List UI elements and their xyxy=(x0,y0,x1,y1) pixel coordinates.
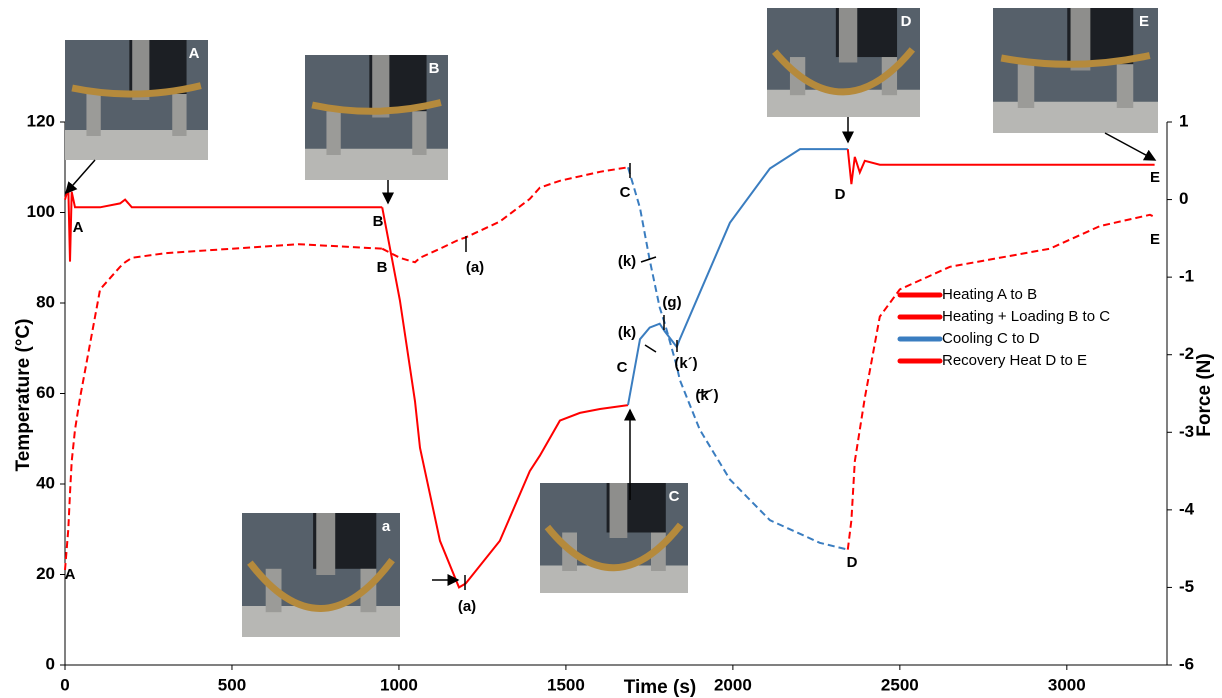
x-tick-label: 0 xyxy=(60,675,69,694)
inset-label: B xyxy=(429,60,440,77)
annotation: D xyxy=(847,554,858,571)
photo-plunger xyxy=(132,40,150,100)
temperature-line xyxy=(846,213,1156,550)
annotation: (k) xyxy=(618,324,636,341)
photo-plunger xyxy=(609,483,628,538)
photo-inset: D xyxy=(767,8,920,117)
y-tick-label: 40 xyxy=(36,473,55,492)
photo-specimen xyxy=(247,558,395,612)
photo-inset: B xyxy=(305,55,448,180)
y2-tick-label: 0 xyxy=(1179,189,1188,208)
photo-specimen xyxy=(311,99,442,115)
annotation: (k´) xyxy=(674,355,697,372)
force-line xyxy=(381,207,629,589)
legend-label: Heating + Loading B to C xyxy=(942,308,1110,325)
y2-axis-title: Force (N) xyxy=(1194,353,1215,436)
y-tick-label: 0 xyxy=(46,654,55,673)
photo-support xyxy=(1017,64,1035,108)
annotation: E xyxy=(1150,169,1160,186)
annotation: (k´) xyxy=(695,387,718,404)
inset-label: C xyxy=(669,488,680,505)
curve-mark xyxy=(644,344,657,353)
annotation: B xyxy=(377,259,388,276)
annotation: B xyxy=(373,213,384,230)
annotation: E xyxy=(1150,231,1160,248)
legend-label: Heating A to B xyxy=(942,286,1037,303)
photo-support xyxy=(1116,64,1134,108)
x-tick-label: 3000 xyxy=(1048,675,1086,694)
y-tick-label: 100 xyxy=(27,202,55,221)
annotation: C xyxy=(620,184,631,201)
photo-plunger xyxy=(316,513,336,575)
photo-specimen xyxy=(544,522,684,572)
photo-plunger xyxy=(372,55,390,118)
annotation: (k) xyxy=(618,253,636,270)
force-line xyxy=(846,148,1155,185)
pointer-arrow xyxy=(1104,132,1157,161)
x-tick-label: 500 xyxy=(218,675,246,694)
y-tick-label: 80 xyxy=(36,292,55,311)
y2-tick-label: -3 xyxy=(1179,422,1194,441)
photo-support xyxy=(412,111,427,155)
photo-specimen xyxy=(771,47,916,96)
photo-support xyxy=(326,111,341,155)
y2-tick-label: -6 xyxy=(1179,654,1194,673)
x-tick-label: 1500 xyxy=(547,675,585,694)
pointer-arrow xyxy=(65,159,96,195)
photo-support xyxy=(172,94,187,136)
annotation: A xyxy=(65,566,76,583)
photo-specimen xyxy=(1000,52,1151,68)
annotation: D xyxy=(835,186,846,203)
y2-tick-label: -1 xyxy=(1179,267,1194,286)
y-axis-title: Temperature (°C) xyxy=(13,319,34,472)
y2-tick-label: -5 xyxy=(1179,577,1194,596)
curve-mark xyxy=(696,390,711,394)
y2-tick-label: 1 xyxy=(1179,111,1188,130)
y-tick-label: 60 xyxy=(36,383,55,402)
annotation: (a) xyxy=(466,259,484,276)
photo-plunger xyxy=(838,8,858,63)
force-line xyxy=(627,148,848,406)
photo-inset: C xyxy=(540,483,688,593)
photo-inset: E xyxy=(993,8,1158,133)
photo-specimen xyxy=(71,82,202,98)
photo-inset: A xyxy=(65,40,208,160)
temperature-line xyxy=(627,167,849,551)
photo-support xyxy=(86,94,101,136)
y2-tick-label: -4 xyxy=(1179,499,1195,518)
annotation: (a) xyxy=(458,598,476,615)
legend-label: Cooling C to D xyxy=(942,330,1040,347)
temperature-line xyxy=(64,243,383,571)
annotation: C xyxy=(617,359,628,376)
temperature-line xyxy=(381,166,629,264)
force-line xyxy=(64,187,383,262)
x-tick-label: 1000 xyxy=(380,675,418,694)
inset-label: D xyxy=(901,13,912,30)
y-tick-label: 20 xyxy=(36,564,55,583)
inset-label: A xyxy=(189,45,200,62)
curve-mark xyxy=(640,256,657,263)
annotation: A xyxy=(73,219,84,236)
photo-plunger xyxy=(1070,8,1091,71)
inset-label: E xyxy=(1139,13,1149,30)
x-axis-title: Time (s) xyxy=(624,677,697,698)
y-tick-label: 120 xyxy=(27,111,55,130)
annotation: (g) xyxy=(662,294,681,311)
inset-label: a xyxy=(382,518,391,535)
y2-tick-label: -2 xyxy=(1179,344,1194,363)
x-tick-label: 2000 xyxy=(714,675,752,694)
x-tick-label: 2500 xyxy=(881,675,919,694)
legend-label: Recovery Heat D to E xyxy=(942,352,1087,369)
photo-inset: a xyxy=(242,513,400,637)
